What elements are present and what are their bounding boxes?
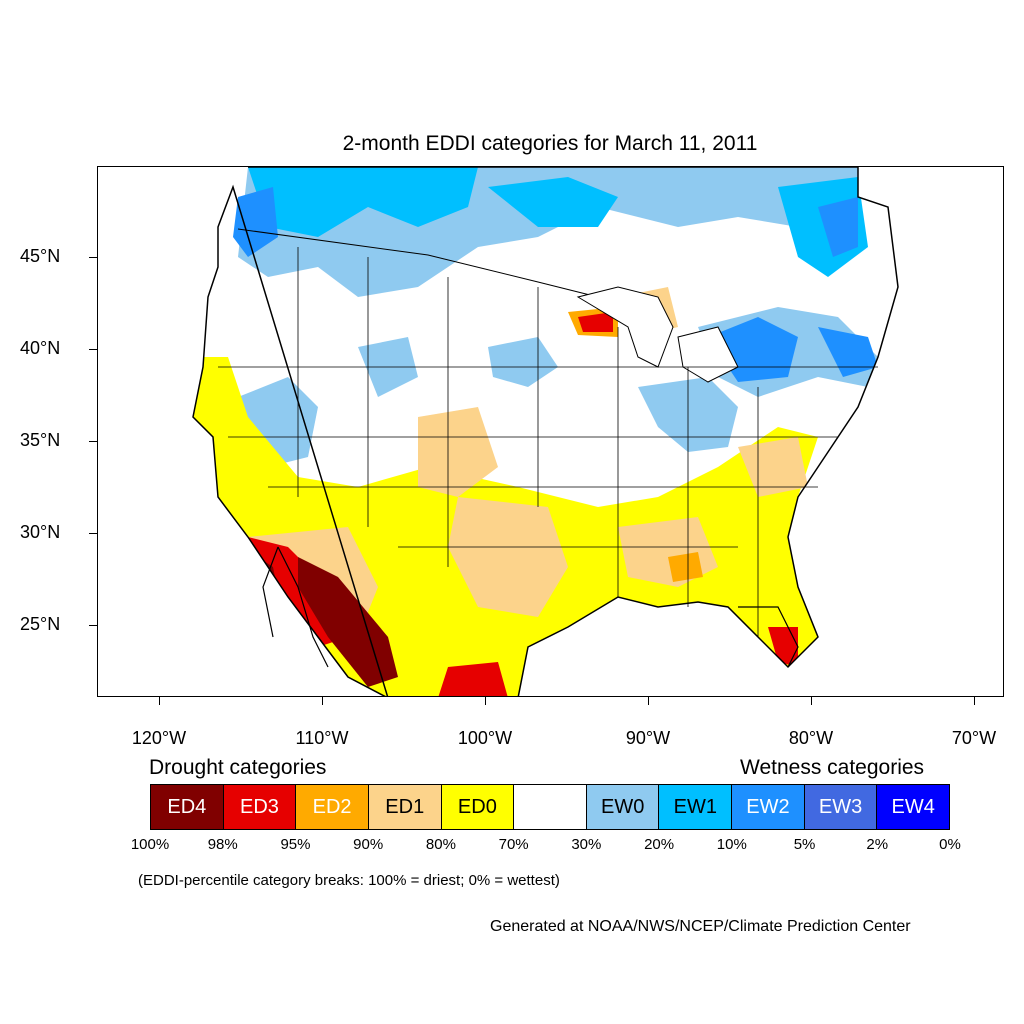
legend-cell-neutral — [514, 785, 587, 829]
legend-cell-ed0: ED0 — [441, 785, 515, 829]
legend-cell-ew3: EW3 — [804, 785, 878, 829]
lat-label-35: 35°N — [20, 430, 61, 450]
lon-tick — [974, 697, 975, 705]
percent-break-label: 30% — [571, 836, 602, 853]
legend-colorbar: ED4 ED3 ED2 ED1 ED0 EW0 EW1 EW2 EW3 EW4 — [150, 784, 950, 830]
legend-cell-ew0: EW0 — [586, 785, 660, 829]
legend-cell-ed2: ED2 — [296, 785, 369, 829]
percent-break-label: 95% — [280, 836, 311, 853]
percent-break-label: 70% — [498, 836, 529, 853]
percent-break-label: 0% — [939, 836, 961, 853]
lat-label-25: 25°N — [20, 614, 61, 634]
lon-tick — [485, 697, 486, 705]
wetness-heading: Wetness categories — [740, 756, 925, 779]
percent-break-label: 10% — [716, 836, 747, 853]
legend-cell-ew2: EW2 — [732, 785, 805, 829]
lat-tick — [89, 533, 97, 534]
lon-label-110: 110°W — [295, 728, 349, 748]
legend-cell-ed1: ED1 — [368, 785, 442, 829]
legend-cell-ed3: ED3 — [223, 785, 297, 829]
legend-cell-ed4: ED4 — [151, 785, 224, 829]
lon-label-80: 80°W — [788, 728, 834, 748]
land-area — [193, 167, 898, 696]
lat-label-30: 30°N — [20, 522, 61, 542]
percent-break-label: 90% — [353, 836, 384, 853]
percent-break-label: 5% — [793, 836, 816, 853]
lon-tick — [811, 697, 812, 705]
lon-label-100: 100°W — [457, 728, 513, 748]
lon-label-90: 90°W — [625, 728, 671, 748]
percent-break-label: 20% — [644, 836, 675, 853]
lon-tick — [159, 697, 160, 705]
legend-cell-ew4: EW4 — [877, 785, 950, 829]
lat-tick — [89, 625, 97, 626]
lat-tick — [89, 441, 97, 442]
category-note: (EDDI-percentile category breaks: 100% =… — [138, 872, 560, 889]
map-title: 2-month EDDI categories for March 11, 20… — [342, 132, 758, 155]
eddi-map — [192, 167, 899, 696]
drought-heading: Drought categories — [149, 756, 327, 779]
percent-break-label: 98% — [207, 836, 238, 853]
lon-tick — [322, 697, 323, 705]
lat-label-40: 40°N — [20, 338, 61, 358]
percent-break-label: 2% — [866, 836, 889, 853]
credit-text: Generated at NOAA/NWS/NCEP/Climate Predi… — [490, 918, 911, 935]
map-panel — [97, 166, 1004, 697]
percent-break-label: 100% — [130, 836, 170, 853]
lon-label-120: 120°W — [131, 728, 187, 748]
lat-tick — [89, 349, 97, 350]
legend-cell-ew1: EW1 — [659, 785, 733, 829]
lon-label-70: 70°W — [951, 728, 997, 748]
percent-break-label: 80% — [425, 836, 456, 853]
lon-tick — [648, 697, 649, 705]
lat-label-45: 45°N — [20, 246, 61, 266]
lat-tick — [89, 257, 97, 258]
